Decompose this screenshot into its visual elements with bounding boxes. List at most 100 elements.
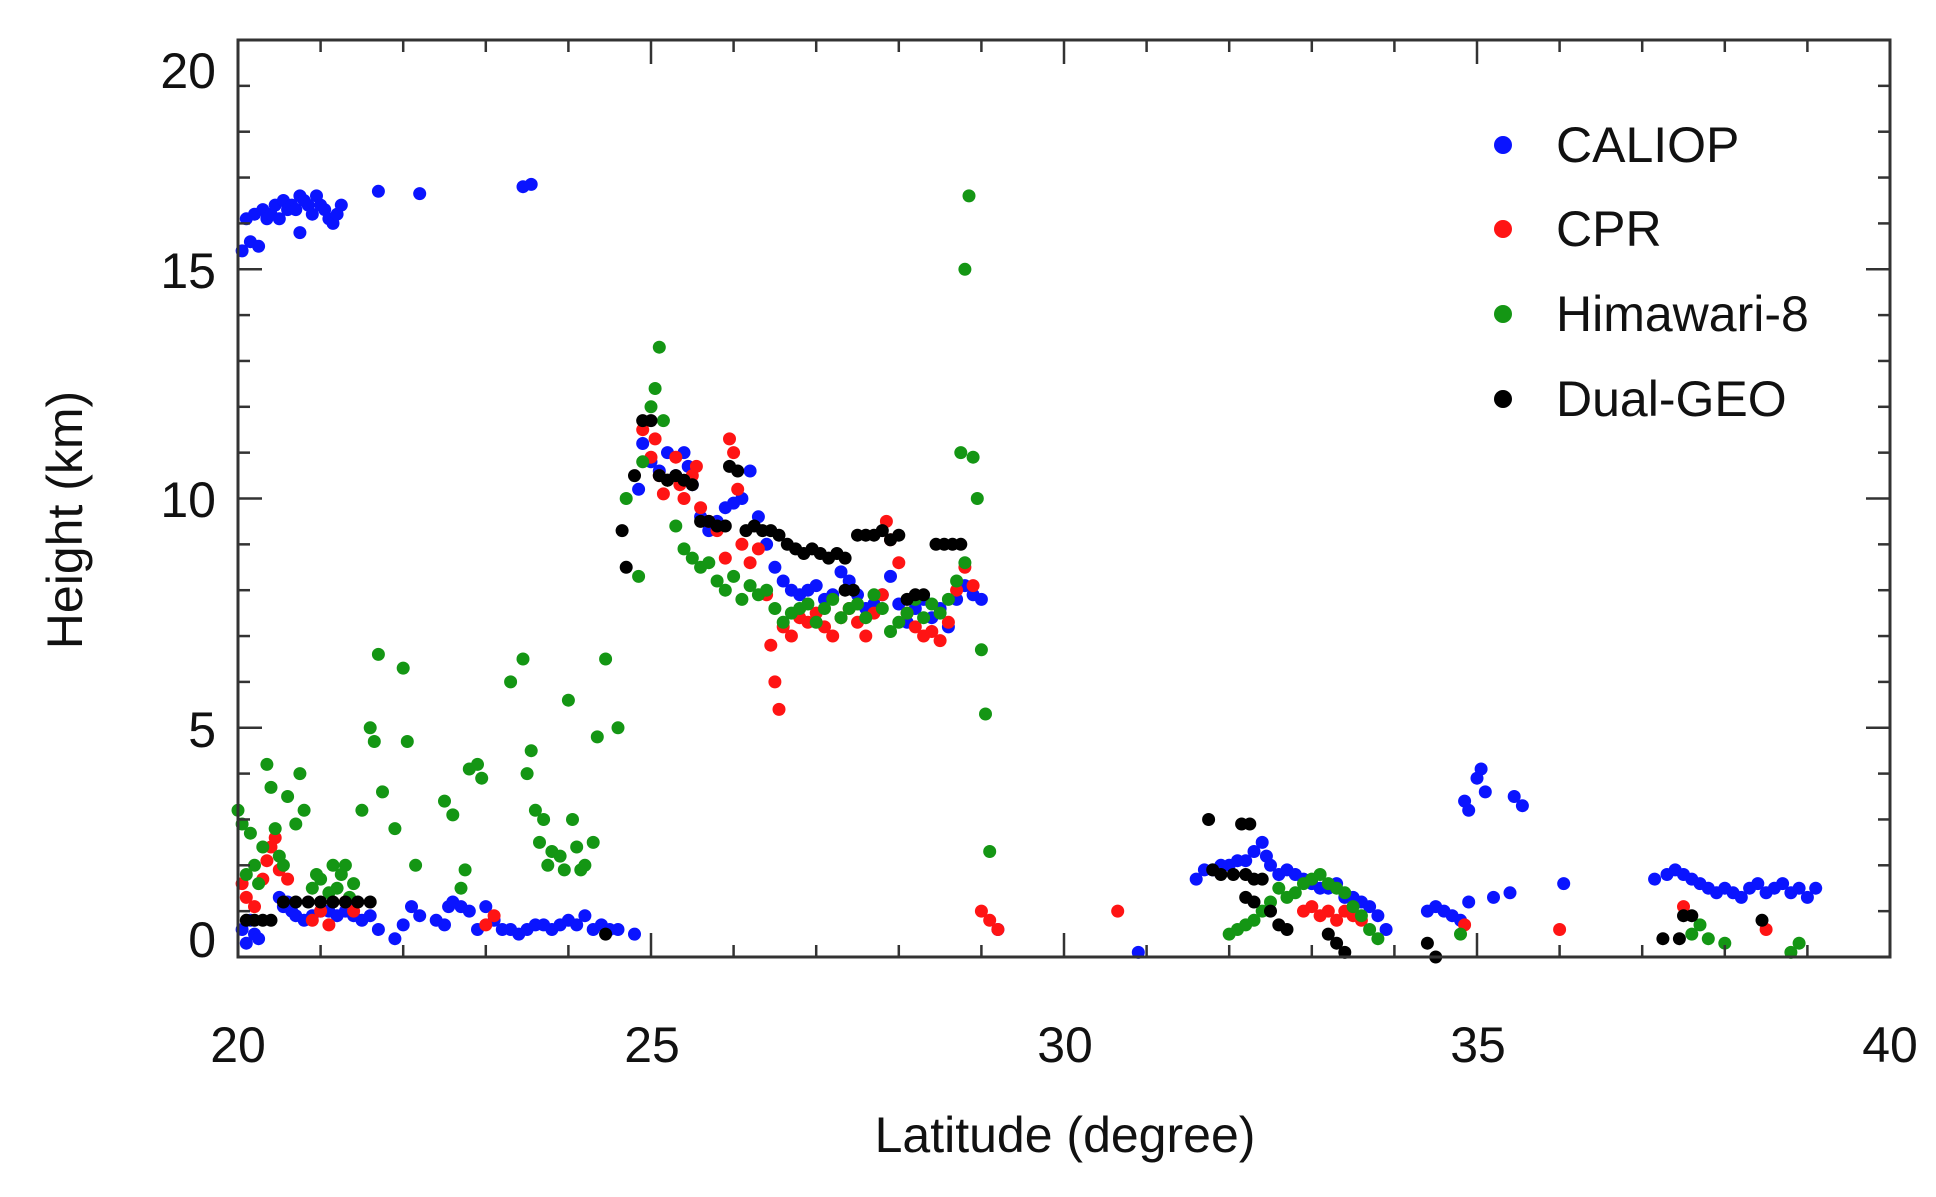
point-himawari-8 (276, 858, 290, 872)
point-caliop (1734, 890, 1748, 904)
point-dual-geo (1656, 932, 1670, 946)
point-caliop (809, 579, 823, 593)
point-caliop (1487, 890, 1500, 904)
point-himawari-8 (702, 556, 716, 570)
point-dual-geo (1247, 895, 1261, 909)
point-dual-geo (718, 519, 732, 533)
point-himawari-8 (619, 492, 633, 505)
point-himawari-8 (1346, 900, 1360, 914)
point-dual-geo (772, 528, 786, 542)
point-caliop (462, 904, 476, 918)
point-cpr (723, 432, 736, 446)
point-cpr (260, 854, 274, 868)
point-himawari-8 (471, 757, 484, 771)
point-caliop (334, 198, 348, 212)
x-tick-label-35: 35 (1450, 1017, 1506, 1073)
point-caliop (578, 909, 592, 923)
point-himawari-8 (541, 858, 555, 872)
point-caliop (628, 927, 641, 941)
point-himawari-8 (933, 606, 947, 620)
point-caliop (305, 207, 319, 221)
point-cpr (751, 542, 765, 556)
point-himawari-8 (239, 868, 253, 881)
point-caliop (1462, 803, 1476, 817)
point-himawari-8 (553, 849, 567, 863)
point-himawari-8 (925, 597, 939, 611)
point-cpr (305, 913, 319, 927)
point-caliop (611, 923, 625, 936)
point-cpr (677, 492, 691, 505)
legend-label-cpr: CPR (1556, 201, 1662, 257)
y-tick-label-5: 5 (188, 702, 216, 758)
point-cpr (1111, 904, 1125, 918)
point-himawari-8 (561, 693, 575, 707)
point-caliop (1255, 835, 1269, 849)
point-himawari-8 (648, 382, 662, 395)
point-caliop (1648, 872, 1662, 886)
point-himawari-8 (1792, 936, 1806, 950)
point-himawari-8 (867, 588, 881, 602)
point-himawari-8 (264, 780, 278, 794)
point-himawari-8 (1454, 927, 1467, 941)
legend-marker-himawari-8 (1494, 305, 1512, 323)
point-caliop (1474, 762, 1488, 776)
y-tick-label-20: 20 (160, 43, 216, 99)
point-himawari-8 (735, 592, 749, 606)
point-dual-geo (917, 588, 931, 602)
point-dual-geo (1420, 936, 1434, 950)
point-cpr (694, 501, 708, 515)
point-himawari-8 (305, 881, 319, 895)
point-himawari-8 (326, 858, 340, 872)
point-dual-geo (1264, 904, 1277, 918)
point-himawari-8 (376, 785, 389, 799)
legend-label-dual-geo: Dual-GEO (1556, 371, 1787, 427)
point-himawari-8 (566, 813, 579, 826)
point-himawari-8 (524, 744, 538, 758)
point-dual-geo (338, 895, 352, 909)
point-caliop (1363, 900, 1377, 914)
point-caliop (974, 592, 988, 606)
point-caliop (1515, 799, 1529, 813)
point-cpr (784, 629, 798, 643)
point-himawari-8 (533, 835, 546, 849)
point-himawari-8 (718, 583, 732, 597)
point-himawari-8 (438, 794, 451, 808)
point-cpr (826, 629, 840, 643)
point-cpr (764, 638, 778, 652)
point-himawari-8 (314, 872, 328, 886)
point-caliop (289, 203, 303, 217)
point-himawari-8 (818, 602, 831, 615)
point-dual-geo (1226, 868, 1240, 881)
point-caliop (388, 932, 402, 946)
point-cpr (322, 918, 336, 932)
point-himawari-8 (458, 863, 472, 877)
point-himawari-8 (557, 863, 571, 877)
x-tick-label-30: 30 (1037, 1017, 1093, 1073)
x-tick-label-20: 20 (210, 1017, 266, 1073)
point-caliop (834, 565, 848, 579)
point-caliop (272, 212, 286, 226)
point-cpr (648, 432, 662, 446)
point-caliop (1557, 877, 1571, 891)
point-caliop (524, 177, 538, 191)
point-dual-geo (1672, 932, 1686, 946)
point-himawari-8 (347, 877, 361, 891)
point-caliop (570, 918, 584, 932)
point-himawari-8 (297, 803, 311, 817)
point-himawari-8 (979, 707, 992, 721)
point-himawari-8 (875, 602, 889, 615)
point-himawari-8 (260, 757, 274, 771)
legend-marker-caliop (1494, 136, 1512, 154)
point-caliop (776, 574, 790, 588)
point-dual-geo (644, 414, 658, 428)
point-himawari-8 (685, 551, 699, 565)
point-caliop (884, 569, 897, 583)
point-caliop (743, 464, 757, 478)
point-caliop (1462, 895, 1476, 909)
point-cpr (731, 482, 745, 496)
point-dual-geo (599, 927, 613, 941)
point-dual-geo (351, 895, 365, 909)
point-himawari-8 (1288, 886, 1302, 900)
point-himawari-8 (632, 569, 646, 583)
